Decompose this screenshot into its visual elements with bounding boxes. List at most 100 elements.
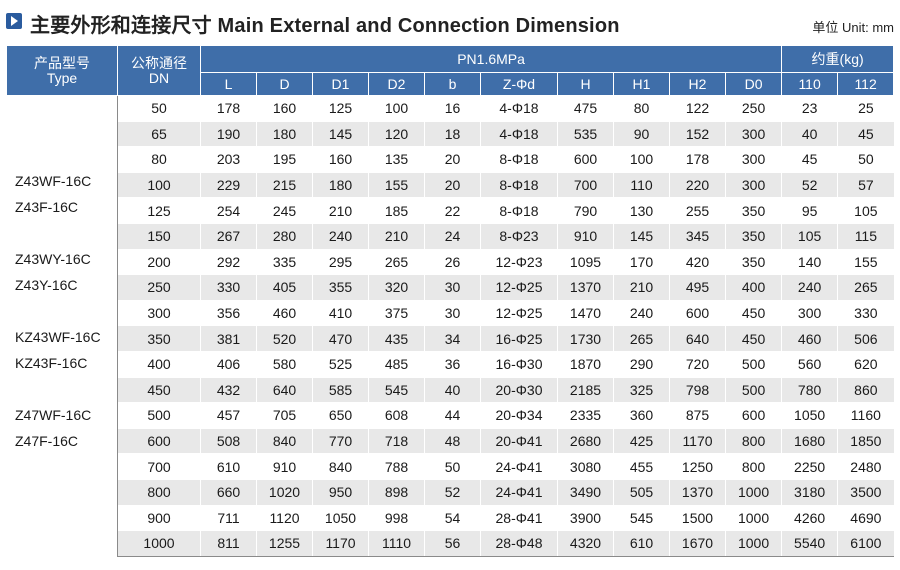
type-name: Z47WF-16C — [15, 407, 92, 423]
table-cell: 292 — [200, 248, 257, 275]
table-cell: 45 — [781, 146, 838, 173]
table-cell: 460 — [781, 325, 838, 352]
table-row: 125 254 245 210 185 22 8-Φ18 790 130 255 350 95 105 — [7, 197, 894, 224]
type-name: Z47F-16C — [15, 433, 79, 449]
table-cell: 1000 — [724, 504, 782, 531]
table-cell: 1050 — [781, 402, 838, 429]
table-cell: 250 — [724, 95, 782, 122]
table-cell: 265 — [613, 325, 670, 352]
table-cell: 950 — [312, 478, 369, 505]
column-header: D1 — [312, 72, 369, 96]
table-cell: 20-Φ41 — [480, 427, 558, 454]
table-cell: 600 — [669, 299, 726, 326]
table-cell: 875 — [669, 402, 726, 429]
table-cell: 381 — [200, 325, 257, 352]
table-cell: 16-Φ25 — [480, 325, 558, 352]
table-cell: 300 — [781, 299, 838, 326]
column-header: D0 — [724, 72, 783, 96]
table-cell: 100 — [613, 146, 670, 173]
table-cell: 40 — [781, 120, 838, 147]
table-cell: 4-Φ18 — [480, 120, 558, 147]
dn-header-cn: 公称通径 — [131, 54, 187, 71]
table-cell: 450 — [724, 325, 782, 352]
table-cell: 16 — [424, 95, 481, 122]
table-cell: 8-Φ18 — [480, 197, 558, 224]
table-cell: 470 — [312, 325, 369, 352]
table-cell: 44 — [424, 402, 481, 429]
table-cell: 160 — [256, 95, 313, 122]
table-cell: 432 — [200, 376, 257, 403]
table-cell: 910 — [557, 222, 614, 250]
table-cell: 110 — [613, 171, 670, 198]
table-cell: 23 — [781, 95, 838, 122]
table-cell: 660 — [200, 478, 257, 505]
dn-cell: 65 — [117, 120, 201, 147]
table-cell: 255 — [669, 197, 726, 224]
table-cell: 1000 — [724, 530, 782, 557]
table-cell: 20 — [424, 171, 481, 198]
table-cell: 1000 — [724, 478, 782, 505]
table-cell: 1470 — [557, 299, 614, 326]
table-cell: 1120 — [256, 504, 313, 531]
table-cell: 718 — [368, 427, 425, 454]
table-cell: 155 — [368, 171, 425, 198]
dn-header-en: DN — [148, 69, 170, 86]
table-cell: 1680 — [781, 427, 838, 454]
table-cell: 6100 — [837, 530, 894, 557]
type-column: Z43WF-16C Z43F-16C Z43WY-16C Z43Y-16C KZ43WF… — [6, 95, 118, 557]
table-cell: 1250 — [669, 453, 726, 480]
table-cell: 203 — [200, 146, 257, 173]
table-cell: 4-Φ18 — [480, 95, 558, 122]
table-cell: 245 — [256, 197, 313, 224]
table-cell: 50 — [424, 453, 481, 480]
table-cell: 406 — [200, 350, 257, 378]
table-cell: 48 — [424, 427, 481, 454]
table-cell: 24-Φ41 — [480, 453, 558, 480]
table-cell: 120 — [368, 120, 425, 147]
type-name: Z43Y-16C — [15, 277, 78, 293]
table-cell: 545 — [613, 504, 670, 531]
table-cell: 26 — [424, 248, 481, 275]
table-cell: 1850 — [837, 427, 894, 454]
table-row: 65 190 180 145 120 18 4-Φ18 535 90 152 300 40 45 — [7, 120, 894, 147]
table-row: 150 267 280 240 210 24 8-Φ23 910 145 345 350 105 115 — [7, 222, 894, 250]
table-cell: 840 — [256, 427, 313, 454]
table-cell: 240 — [613, 299, 670, 326]
table-cell: 122 — [669, 95, 726, 122]
table-cell: 12-Φ25 — [480, 299, 558, 326]
table-cell: 780 — [781, 376, 838, 403]
table-cell: 350 — [724, 197, 782, 224]
table-cell: 798 — [669, 376, 726, 403]
table-cell: 125 — [312, 95, 369, 122]
table-cell: 898 — [368, 478, 425, 505]
table-cell: 8-Φ23 — [480, 222, 558, 250]
table-cell: 910 — [256, 453, 313, 480]
table-cell: 180 — [312, 171, 369, 198]
table-cell: 485 — [368, 350, 425, 378]
dn-cell: 800 — [117, 478, 201, 505]
table-cell: 580 — [256, 350, 313, 378]
type-name: KZ43WF-16C — [15, 329, 101, 345]
table-row: 700 610 910 840 788 50 24-Φ41 3080 455 1250 800 225… — [7, 453, 894, 480]
type-name: Z43F-16C — [15, 199, 79, 215]
dn-cell: 250 — [117, 274, 201, 301]
dn-cell: 600 — [117, 427, 201, 454]
table-cell: 457 — [200, 402, 257, 429]
table-body: Z43WF-16C Z43F-16C Z43WY-16C Z43Y-16C KZ43WF… — [6, 95, 894, 557]
table-cell: 800 — [724, 427, 782, 454]
column-header: L — [200, 72, 257, 96]
table-cell: 130 — [613, 197, 670, 224]
table-cell: 20-Φ30 — [480, 376, 558, 403]
table-cell: 220 — [669, 171, 726, 198]
table-cell: 3490 — [557, 478, 614, 505]
column-header: H1 — [613, 72, 670, 96]
table-cell: 425 — [613, 427, 670, 454]
column-header: H — [557, 72, 614, 96]
table-row: 300 356 460 410 375 30 12-Φ25 1470 240 600 450 300 3… — [7, 299, 894, 326]
table-cell: 1370 — [557, 274, 614, 301]
table-cell: 100 — [368, 95, 425, 122]
table-cell: 295 — [312, 248, 369, 275]
table-cell: 355 — [312, 274, 369, 301]
table-cell: 2335 — [557, 402, 614, 429]
table-cell: 145 — [312, 120, 369, 147]
